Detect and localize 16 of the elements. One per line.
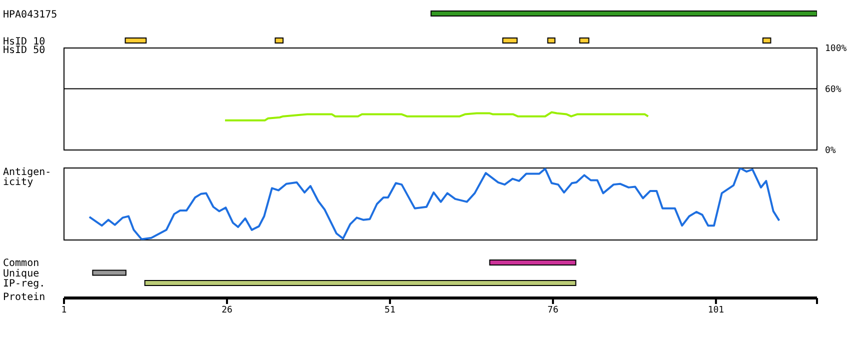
- x-tick-label: 26: [222, 305, 232, 316]
- y-axis-title: HsID 50: [3, 45, 46, 56]
- y-axis-title: Antigen- icity: [3, 167, 52, 188]
- x-tick-label: 101: [708, 305, 724, 316]
- y-tick-label: HPA043175: [3, 10, 58, 20]
- x-tick-label: 76: [548, 305, 558, 316]
- x-tick-label: 1: [61, 305, 67, 316]
- y-tick-label: 0%: [825, 146, 836, 156]
- y-tick-label: Unique: [3, 268, 40, 280]
- y-tick-label: 60%: [825, 84, 842, 95]
- line-series: [224, 111, 650, 122]
- x-axis-title: Protein: [3, 292, 46, 303]
- y-tick-label: IP-reg.: [3, 278, 46, 290]
- y-tick-label: Common: [3, 258, 40, 270]
- x-tick-label: 51: [384, 305, 396, 316]
- y-tick-label: 100%: [825, 44, 848, 54]
